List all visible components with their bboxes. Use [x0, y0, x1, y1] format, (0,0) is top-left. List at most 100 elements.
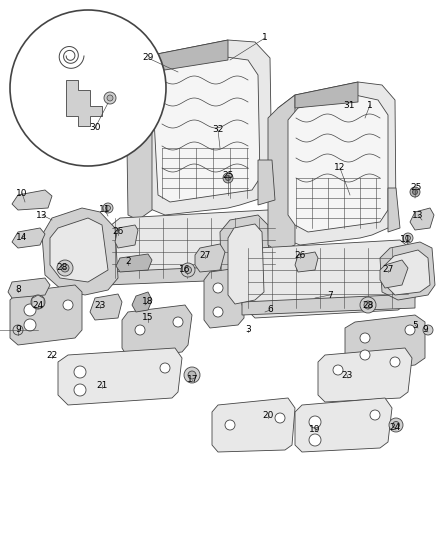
Polygon shape	[8, 278, 50, 298]
Circle shape	[406, 236, 410, 240]
Text: 1: 1	[367, 101, 373, 109]
Text: 13: 13	[36, 211, 48, 220]
Circle shape	[413, 190, 417, 195]
Polygon shape	[318, 348, 412, 402]
Polygon shape	[105, 264, 282, 285]
Circle shape	[63, 300, 73, 310]
Polygon shape	[204, 268, 244, 328]
Polygon shape	[126, 55, 152, 220]
Circle shape	[309, 416, 321, 428]
Text: 27: 27	[199, 251, 211, 260]
Text: 8: 8	[15, 286, 21, 295]
Circle shape	[103, 203, 113, 213]
Polygon shape	[288, 95, 388, 232]
Circle shape	[213, 307, 223, 317]
Circle shape	[24, 319, 36, 331]
Polygon shape	[132, 292, 152, 312]
Polygon shape	[90, 294, 122, 320]
Text: 19: 19	[309, 425, 321, 434]
Text: 31: 31	[343, 101, 355, 109]
Circle shape	[57, 260, 73, 276]
Text: 23: 23	[94, 301, 106, 310]
Polygon shape	[295, 82, 358, 108]
Text: 21: 21	[96, 381, 108, 390]
Text: 1: 1	[262, 34, 268, 43]
Text: 2: 2	[125, 257, 131, 266]
Polygon shape	[105, 210, 282, 280]
Circle shape	[74, 384, 86, 396]
Circle shape	[223, 173, 233, 183]
Text: 24: 24	[389, 424, 401, 432]
Circle shape	[106, 206, 110, 211]
Polygon shape	[380, 260, 408, 288]
Text: 18: 18	[142, 297, 154, 306]
Text: 10: 10	[16, 189, 28, 198]
Text: 6: 6	[267, 305, 273, 314]
Polygon shape	[388, 188, 400, 232]
Circle shape	[275, 413, 285, 423]
Polygon shape	[242, 294, 415, 315]
Text: 17: 17	[187, 376, 199, 384]
Text: 23: 23	[341, 370, 353, 379]
Polygon shape	[66, 80, 102, 126]
Text: 27: 27	[382, 265, 394, 274]
Circle shape	[10, 10, 166, 166]
Circle shape	[333, 365, 343, 375]
Circle shape	[403, 233, 413, 243]
Text: 28: 28	[57, 263, 68, 272]
Circle shape	[13, 325, 23, 335]
Circle shape	[309, 434, 321, 446]
Circle shape	[184, 266, 191, 273]
Polygon shape	[258, 160, 275, 205]
Text: 25: 25	[223, 171, 234, 180]
Circle shape	[405, 325, 415, 335]
Circle shape	[213, 283, 223, 293]
Circle shape	[24, 304, 36, 316]
Text: 22: 22	[46, 351, 58, 359]
Polygon shape	[12, 190, 52, 210]
Circle shape	[160, 363, 170, 373]
Text: 16: 16	[179, 265, 191, 274]
Circle shape	[74, 366, 86, 378]
Text: 3: 3	[245, 326, 251, 335]
Polygon shape	[138, 40, 272, 215]
Polygon shape	[345, 315, 425, 372]
Polygon shape	[122, 305, 192, 358]
Circle shape	[226, 175, 230, 181]
Text: 20: 20	[262, 410, 274, 419]
Polygon shape	[228, 224, 264, 304]
Text: 25: 25	[410, 183, 422, 192]
Circle shape	[360, 333, 370, 343]
Polygon shape	[58, 348, 182, 405]
Text: 15: 15	[142, 313, 154, 322]
Text: 29: 29	[142, 53, 154, 62]
Text: 9: 9	[15, 326, 21, 335]
Polygon shape	[115, 225, 138, 248]
Polygon shape	[152, 57, 260, 202]
Polygon shape	[268, 95, 295, 252]
Polygon shape	[42, 208, 118, 295]
Polygon shape	[295, 252, 318, 272]
Circle shape	[104, 92, 116, 104]
Circle shape	[225, 420, 235, 430]
Text: 11: 11	[400, 236, 412, 245]
Polygon shape	[152, 40, 228, 72]
Text: 14: 14	[16, 233, 28, 243]
Circle shape	[61, 264, 69, 272]
Polygon shape	[295, 398, 392, 452]
Polygon shape	[278, 82, 396, 245]
Text: 13: 13	[412, 211, 424, 220]
Polygon shape	[10, 285, 82, 345]
Polygon shape	[410, 208, 434, 230]
Circle shape	[107, 95, 113, 101]
Polygon shape	[380, 242, 435, 300]
Circle shape	[181, 263, 195, 277]
Polygon shape	[242, 240, 415, 318]
Polygon shape	[32, 295, 44, 309]
Polygon shape	[195, 244, 225, 272]
Circle shape	[184, 367, 200, 383]
Circle shape	[370, 410, 380, 420]
Text: 26: 26	[112, 228, 124, 237]
Polygon shape	[220, 215, 270, 310]
Polygon shape	[12, 228, 45, 248]
